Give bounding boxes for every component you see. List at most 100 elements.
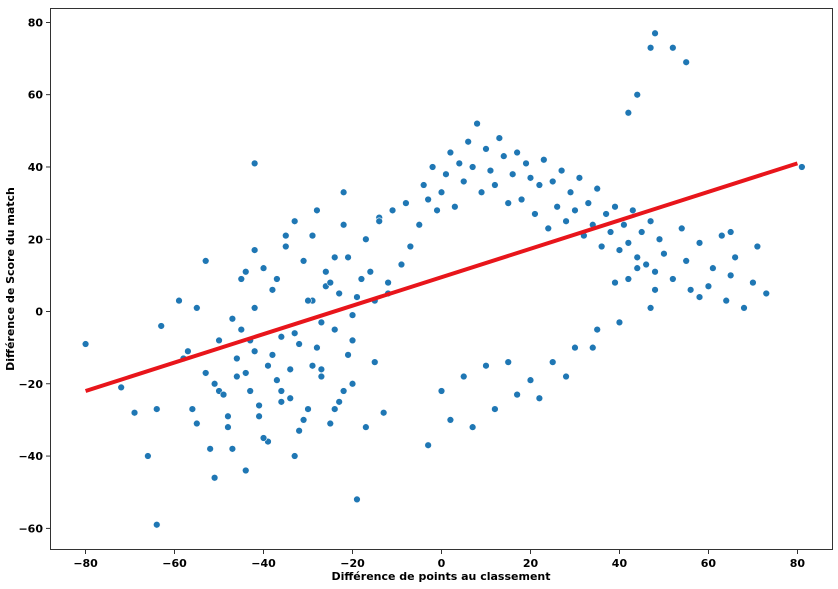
regression-line (84, 161, 799, 393)
y-axis: −60 −40 −20 0 20 40 60 80 (18, 16, 50, 535)
scatter-point (286, 394, 294, 402)
scatter-point (718, 231, 726, 240)
scatter-point (535, 181, 544, 189)
scatter-point (259, 434, 268, 442)
scatter-point (242, 268, 250, 276)
scatter-point (513, 148, 521, 157)
scatter-point (504, 199, 512, 207)
scatter-point (242, 466, 250, 475)
scatter-point (184, 347, 192, 355)
scatter-point (326, 278, 334, 287)
scatter-point (535, 394, 544, 402)
scatter-point (313, 206, 321, 215)
scatter-point (348, 380, 357, 388)
scatter-point (593, 184, 601, 193)
scatter-point (242, 369, 250, 377)
scatter-point (362, 423, 370, 431)
scatter-point (304, 297, 312, 305)
scatter-point (317, 365, 326, 374)
scatter-point (153, 405, 161, 413)
scatter-point (175, 297, 183, 305)
scatter-point (339, 221, 348, 229)
scatter-point (428, 163, 437, 171)
scatter-point (704, 282, 713, 290)
scatter-point (224, 412, 232, 420)
plot-frame (50, 8, 833, 550)
scatter-point (344, 351, 352, 359)
scatter-point (593, 325, 601, 334)
scatter-point (379, 409, 388, 417)
scatter-point (353, 293, 361, 301)
scatter-point (344, 253, 352, 261)
scatter-point (304, 405, 312, 413)
scatter-point (282, 231, 290, 240)
scatter-point (233, 354, 241, 363)
scatter-point (540, 156, 548, 164)
x-tick-label: 20 (523, 557, 539, 570)
x-tick-label: −60 (162, 557, 187, 570)
y-tick-label: 20 (28, 233, 44, 246)
scatter-point (210, 380, 219, 388)
scatter-point (415, 221, 423, 229)
scatter-point (727, 271, 735, 280)
scatter-point (651, 29, 659, 37)
scatter-point (331, 405, 339, 413)
scatter-point (446, 416, 455, 424)
scatter-point (526, 376, 535, 384)
scatter-point (562, 372, 570, 381)
scatter-point (526, 174, 535, 182)
scatter-point (695, 239, 704, 247)
scatter-point (277, 398, 286, 406)
scatter-point (557, 166, 566, 175)
scatter-point (451, 203, 459, 211)
scatter-point (375, 217, 383, 225)
scatter-point (291, 217, 299, 225)
scatter-point (669, 44, 677, 52)
y-tick-label: 80 (28, 16, 44, 29)
scatter-point (273, 376, 281, 384)
scatter-point (424, 441, 432, 449)
scatter-point (273, 275, 281, 283)
scatter-point (228, 315, 237, 323)
scatter-point (491, 181, 499, 189)
scatter-point (130, 409, 139, 417)
scatter-point (464, 138, 472, 146)
scatter-point (646, 304, 655, 312)
scatter-point (460, 372, 468, 381)
x-axis: −80 −60 −40 −20 0 20 40 60 80 (73, 550, 805, 570)
scatter-point (250, 246, 259, 254)
scatter-point (144, 452, 152, 460)
scatter-point (549, 358, 557, 366)
scatter-point (549, 177, 557, 186)
scatter-point (246, 387, 254, 395)
scatter-point (468, 163, 477, 171)
scatter-point (749, 278, 757, 287)
scatter-point (762, 289, 770, 298)
scatter-point (335, 398, 343, 406)
scatter-point (291, 329, 299, 337)
scatter-point (695, 293, 704, 301)
scatter-point (651, 286, 659, 294)
scatter-point (433, 206, 441, 215)
scatter-point (237, 325, 245, 334)
x-axis-label: Différence de points au classement (332, 570, 551, 583)
scatter-point (322, 268, 330, 276)
scatter-point (335, 289, 343, 298)
scatter-point (331, 325, 339, 334)
scatter-point (219, 390, 228, 399)
scatter-point (669, 275, 677, 283)
scatter-point (584, 199, 592, 207)
scatter-point (642, 260, 650, 269)
scatter-point (709, 264, 717, 272)
scatter-point (299, 416, 308, 424)
scatter-point (384, 278, 392, 287)
scatter-point (633, 91, 641, 99)
scatter-point (277, 387, 286, 395)
scatter-point (268, 351, 277, 359)
scatter-point (740, 304, 748, 312)
scatter-point (624, 239, 633, 247)
scatter-point (331, 253, 339, 261)
scatter-point (620, 221, 628, 229)
scatter-point (727, 228, 735, 236)
